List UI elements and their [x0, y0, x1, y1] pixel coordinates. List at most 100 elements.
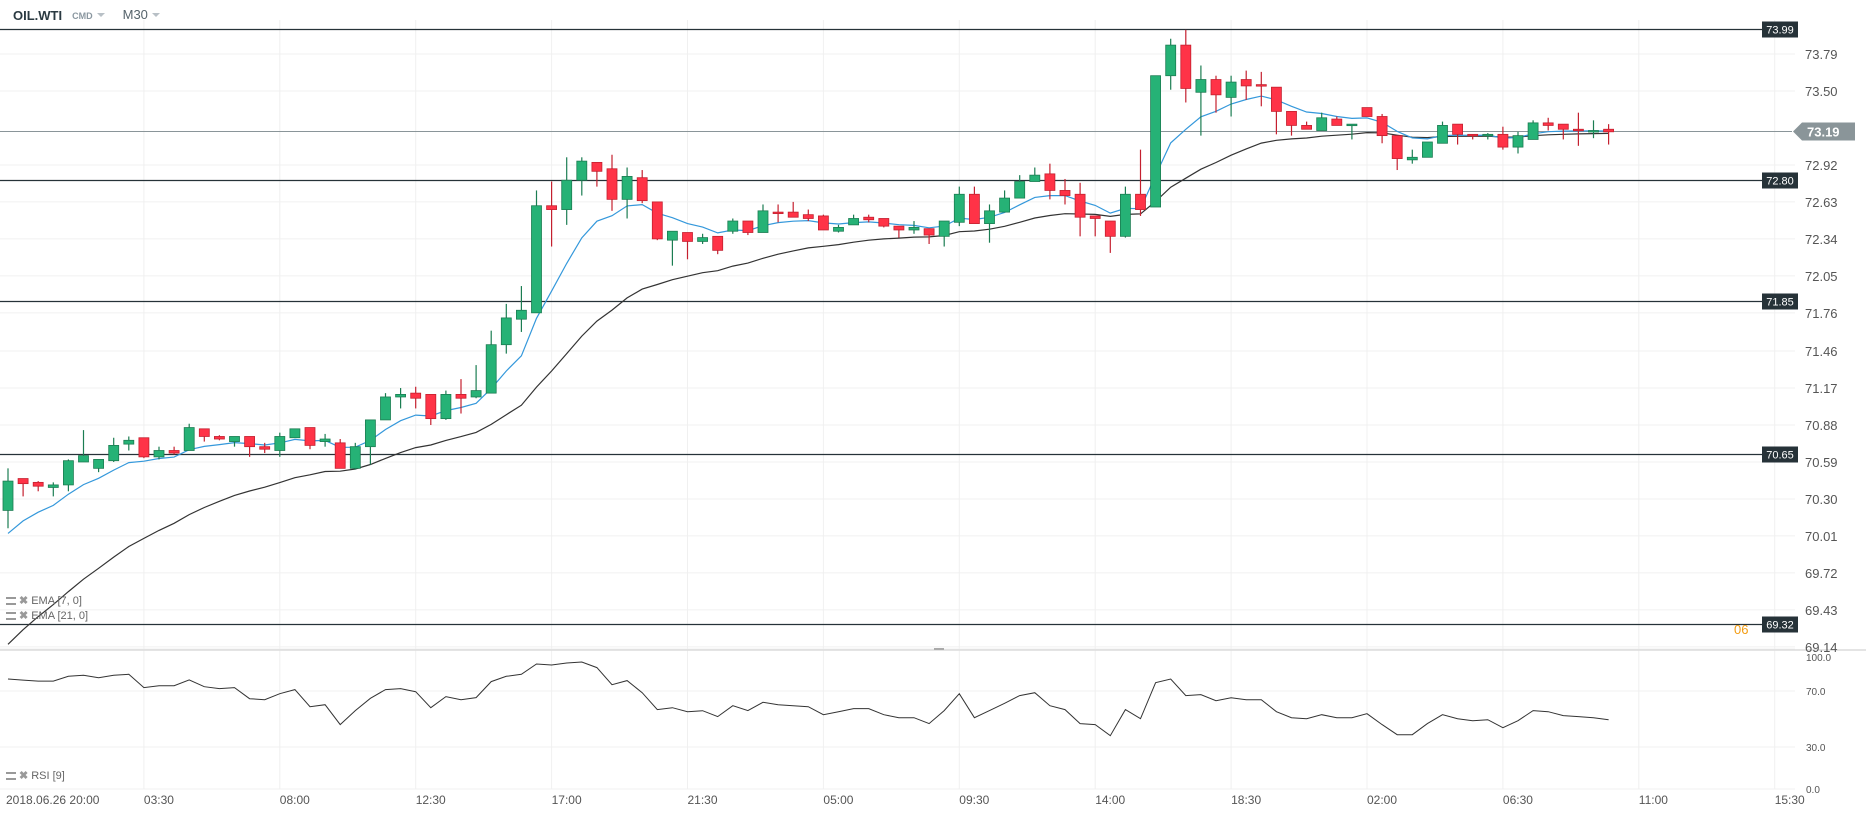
candle-body — [1120, 193, 1131, 237]
candle — [395, 388, 407, 409]
candle — [17, 478, 29, 497]
candle — [425, 394, 437, 425]
candle-body — [213, 436, 225, 440]
candle-body — [591, 161, 603, 172]
candle — [818, 214, 829, 231]
candle-body — [78, 455, 89, 463]
candle — [1286, 111, 1297, 136]
candle-body — [334, 442, 346, 469]
candle — [93, 459, 104, 473]
candle-body — [984, 210, 995, 224]
candle-body — [198, 428, 210, 437]
candle — [561, 157, 573, 225]
market-selector[interactable]: CMD — [72, 6, 105, 24]
candle — [47, 482, 59, 497]
y-tick-label: 73.50 — [1805, 84, 1838, 99]
candle — [727, 218, 739, 234]
y-tick-label: 71.76 — [1805, 306, 1838, 321]
candle-body — [1497, 133, 1509, 148]
rsi-tick-label: 100.0 — [1806, 653, 1831, 664]
candle — [470, 365, 482, 399]
y-tick-label: 70.01 — [1805, 529, 1838, 544]
x-tick-label: 15:30 — [1775, 793, 1805, 807]
candle-body — [1557, 123, 1569, 130]
close-icon[interactable]: ✖ — [19, 770, 29, 782]
rsi-tick-label: 30.0 — [1806, 743, 1826, 754]
candle-body — [621, 176, 633, 200]
candle-body — [727, 220, 739, 232]
candle-body — [183, 427, 195, 451]
candle — [651, 201, 663, 241]
candle-body — [1150, 75, 1161, 208]
settings-icon[interactable] — [6, 596, 16, 605]
close-icon[interactable]: ✖ — [19, 610, 29, 622]
chevron-down-icon — [96, 12, 105, 17]
candle — [787, 201, 799, 218]
candle-body — [1180, 44, 1192, 89]
candle — [969, 186, 980, 224]
candle — [1240, 70, 1252, 100]
candle — [410, 386, 422, 409]
pane-resize-handle[interactable] — [934, 648, 944, 650]
settings-icon[interactable] — [6, 611, 16, 620]
price-level-tag — [1762, 293, 1798, 310]
x-tick-label: 03:30 — [144, 793, 174, 807]
candle-body — [1406, 156, 1418, 161]
candle — [304, 427, 316, 450]
price-level-label: 71.85 — [1766, 297, 1794, 309]
indicator-ema7[interactable]: ✖ EMA [7, 0] — [6, 594, 82, 607]
candle-body — [1014, 181, 1026, 199]
settings-icon[interactable] — [6, 771, 16, 780]
price-level-tag — [1762, 446, 1798, 463]
indicator-rsi[interactable]: ✖ RSI [9] — [6, 769, 65, 782]
candle-body — [349, 446, 361, 469]
candle — [213, 435, 225, 441]
symbol-label[interactable]: OIL.WTI — [13, 7, 63, 23]
candle — [682, 232, 693, 260]
candle — [334, 439, 346, 469]
candle — [1331, 116, 1343, 126]
candle — [1512, 131, 1524, 154]
candle-body — [500, 317, 512, 346]
candle — [908, 221, 920, 234]
candle-body — [304, 427, 316, 446]
candle — [1255, 71, 1267, 107]
candle — [455, 379, 467, 414]
candle-body — [229, 436, 240, 442]
y-tick-label: 69.14 — [1805, 640, 1838, 655]
candle-body — [259, 446, 271, 450]
candle-body — [1376, 116, 1388, 137]
indicator-ema21[interactable]: ✖ EMA [21, 0] — [6, 609, 88, 622]
timeframe-selector[interactable]: M30 — [115, 6, 160, 24]
candle — [1059, 178, 1071, 205]
candle — [863, 214, 875, 223]
candle-body — [47, 484, 59, 488]
candle — [1542, 117, 1554, 131]
candle-body — [1346, 123, 1358, 127]
candle — [606, 154, 618, 211]
candle — [274, 432, 286, 457]
candle-body — [772, 211, 784, 215]
candle — [772, 204, 784, 223]
price-level-label: 72.80 — [1766, 176, 1794, 188]
candle-body — [1271, 86, 1282, 112]
candle-body — [1316, 117, 1328, 131]
candle-body — [1044, 173, 1056, 191]
candle-body — [93, 459, 104, 469]
candle — [380, 393, 391, 421]
candle-body — [1135, 193, 1146, 210]
candle — [78, 430, 89, 463]
candle — [1406, 149, 1418, 164]
rsi-tick-label: 0.0 — [1806, 785, 1820, 796]
candle-body — [1588, 130, 1599, 133]
candle — [289, 428, 301, 439]
candle-body — [1104, 220, 1116, 237]
candle — [153, 446, 165, 460]
x-tick-label: 21:30 — [688, 793, 718, 807]
candle-body — [1225, 81, 1237, 98]
close-icon[interactable]: ✖ — [19, 595, 29, 607]
candle-body — [908, 227, 920, 231]
candle-body — [606, 168, 618, 200]
candle — [1225, 75, 1237, 117]
